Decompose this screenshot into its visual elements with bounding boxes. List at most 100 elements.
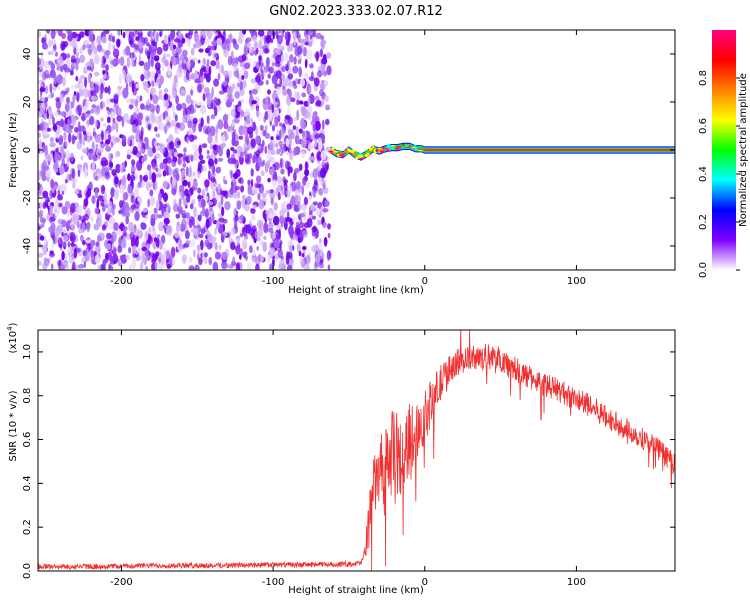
noise-dot	[77, 205, 83, 216]
noise-dot	[134, 99, 139, 108]
noise-dot	[156, 46, 163, 55]
noise-dot	[224, 94, 227, 104]
noise-dot	[261, 192, 267, 199]
noise-dot	[147, 98, 151, 105]
noise-dot	[310, 203, 315, 211]
noise-dot	[292, 65, 299, 74]
noise-dot	[278, 129, 282, 141]
ridge-speckle	[401, 145, 405, 148]
noise-dot	[151, 162, 158, 170]
noise-dot	[188, 134, 195, 143]
noise-dot	[296, 99, 300, 106]
noise-dot	[190, 89, 193, 96]
ridge-speckle	[390, 147, 395, 150]
ridge-speckle	[392, 146, 397, 148]
noise-dot	[137, 30, 143, 39]
snr-background	[38, 330, 675, 571]
noise-dot	[221, 206, 225, 217]
noise-dot	[95, 143, 99, 150]
noise-dot	[229, 69, 232, 79]
noise-dot	[89, 149, 95, 160]
ridge-speckle	[352, 153, 357, 156]
noise-dot	[272, 232, 277, 240]
noise-dot	[284, 114, 291, 120]
noise-dot	[269, 263, 274, 270]
noise-dot	[163, 217, 170, 225]
noise-dot	[300, 203, 307, 211]
noise-dot	[213, 106, 218, 117]
noise-dot	[192, 43, 198, 49]
noise-dot	[272, 139, 276, 148]
noise-dot	[156, 107, 160, 113]
noise-dot	[311, 215, 316, 220]
noise-dot	[198, 257, 203, 266]
noise-dot	[270, 149, 276, 156]
noise-dot	[75, 75, 79, 82]
noise-dot	[206, 230, 211, 238]
noise-dot	[110, 59, 117, 65]
noise-dot	[152, 180, 156, 190]
snr-frame	[37, 329, 676, 572]
noise-dot	[93, 132, 97, 139]
noise-dot	[122, 226, 128, 231]
noise-dot	[151, 51, 157, 56]
noise-dot	[182, 162, 187, 168]
noise-dot	[228, 33, 233, 44]
noise-dot	[196, 171, 201, 179]
noise-dot	[290, 259, 294, 264]
noise-dot	[132, 123, 137, 134]
noise-dot	[193, 227, 200, 237]
noise-dot	[100, 82, 104, 94]
noise-dot	[189, 59, 196, 69]
noise-dot	[287, 46, 290, 52]
noise-dot	[197, 248, 201, 256]
noise-dot	[89, 81, 95, 90]
noise-dot	[116, 38, 121, 48]
noise-dot	[297, 137, 301, 145]
noise-dot	[61, 219, 67, 228]
noise-dot	[131, 159, 136, 166]
noise-dot	[165, 53, 171, 58]
noise-dot	[49, 137, 54, 143]
noise-dot	[95, 241, 100, 247]
noise-dot	[218, 167, 222, 172]
noise-dot	[131, 80, 135, 86]
noise-dot	[318, 187, 324, 196]
noise-dot	[192, 57, 198, 62]
noise-dot	[168, 134, 174, 140]
noise-dot	[255, 263, 260, 270]
noise-dot	[66, 96, 70, 104]
noise-dot	[65, 141, 68, 147]
noise-dot	[82, 44, 86, 51]
y-tick-label: -40	[22, 238, 33, 254]
noise-dot	[243, 46, 249, 56]
noise-dot	[97, 264, 102, 270]
noise-dot	[135, 83, 140, 89]
x-tick-label: 0	[422, 276, 428, 287]
noise-dot	[73, 91, 77, 96]
y-tick-label: 20	[22, 96, 33, 109]
noise-dot	[199, 159, 206, 164]
noise-dot	[38, 132, 41, 138]
noise-dot	[237, 105, 243, 113]
noise-dot	[274, 252, 279, 261]
noise-dot	[209, 125, 216, 137]
noise-dot	[155, 167, 159, 172]
noise-dot	[119, 163, 123, 174]
noise-dot	[39, 107, 45, 115]
noise-dot	[162, 42, 169, 52]
noise-dot	[308, 195, 312, 200]
noise-dot	[83, 213, 90, 221]
noise-dot	[262, 69, 266, 77]
noise-dot	[42, 245, 47, 256]
noise-dot	[107, 85, 111, 95]
noise-dot	[297, 32, 301, 43]
y-tick-label: 1.0	[22, 344, 33, 360]
noise-dot	[273, 239, 280, 249]
noise-dot	[186, 60, 191, 69]
spectrogram-x-ticks: -200 -100 0 100	[110, 30, 586, 287]
noise-dot	[61, 250, 65, 261]
noise-dot	[296, 109, 300, 121]
noise-dot	[315, 32, 322, 40]
noise-dot	[136, 160, 143, 172]
